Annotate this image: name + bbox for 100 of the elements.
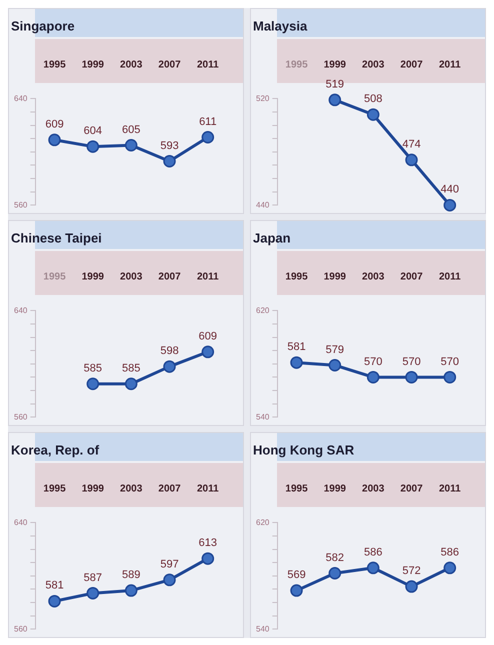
point (366, 370, 380, 384)
point (163, 360, 176, 373)
data-label: 593 (160, 140, 179, 152)
point (290, 356, 303, 369)
point (444, 562, 456, 574)
x-tick-label: 2007 (400, 59, 424, 70)
point (444, 198, 456, 212)
point (366, 562, 380, 574)
point (405, 154, 418, 166)
data-label: 474 (402, 138, 421, 150)
chart-title: Korea, Rep. of (11, 442, 100, 458)
x-tick-label: 1999 (82, 483, 104, 494)
x-tick-label: 2011 (438, 483, 462, 494)
chart-title: Chinese Taipei (11, 230, 102, 246)
y-tick-label: 640 (14, 306, 28, 315)
data-label: 605 (122, 124, 140, 136)
x-tick-label: 1999 (324, 271, 346, 282)
x-tick-label: 2007 (158, 271, 182, 282)
data-label: 586 (440, 546, 460, 558)
data-label: 609 (198, 330, 218, 342)
data-label: 613 (198, 537, 218, 550)
point (48, 134, 61, 146)
data-label: 598 (160, 345, 179, 358)
x-tick-label: 1999 (82, 59, 104, 70)
chart-title: Malaysia (253, 18, 308, 34)
point (405, 370, 418, 384)
x-tick-label: 1995 (285, 483, 308, 494)
x-tick-label: 2011 (196, 483, 220, 494)
x-tick-label: 2011 (438, 59, 462, 70)
x-tick-label: 1999 (324, 59, 346, 70)
x-tick-label: 2011 (438, 271, 462, 282)
point (124, 584, 138, 597)
y-tick-label: 560 (14, 624, 28, 634)
point (202, 130, 214, 144)
point (202, 346, 214, 358)
y-tick-label: 620 (256, 306, 270, 315)
data-label: 585 (122, 362, 140, 374)
data-label: 579 (326, 344, 344, 356)
x-tick-label: 1995 (285, 59, 308, 70)
data-label: 570 (364, 356, 382, 368)
y-tick-label: 640 (14, 518, 28, 527)
data-label: 611 (199, 116, 217, 128)
data-label: 587 (84, 572, 102, 584)
chart-title: Singapore (11, 18, 75, 34)
data-label: 570 (440, 356, 460, 368)
x-tick-label: 1995 (43, 483, 66, 494)
x-tick-label: 2003 (120, 483, 143, 494)
x-tick-label: 2003 (120, 271, 143, 282)
chart-title: Hong Kong SAR (253, 442, 355, 458)
data-label: 440 (440, 184, 460, 196)
point (163, 154, 176, 168)
y-tick-label: 540 (256, 624, 270, 634)
data-label: 585 (84, 362, 102, 374)
x-tick-label: 1999 (82, 271, 104, 282)
data-label: 581 (45, 580, 64, 592)
x-tick-label: 2007 (400, 483, 424, 494)
data-label: 604 (84, 125, 102, 138)
point (405, 580, 418, 593)
x-tick-label: 2007 (158, 59, 182, 70)
data-label: 609 (45, 118, 64, 130)
x-tick-label: 2003 (120, 59, 143, 70)
x-tick-label: 2003 (362, 483, 385, 494)
x-tick-label: 2011 (196, 59, 220, 70)
point (163, 574, 176, 586)
data-label: 581 (287, 341, 306, 354)
data-label: 572 (402, 565, 421, 578)
point (366, 108, 380, 121)
y-tick-label: 560 (14, 412, 28, 422)
x-tick-label: 2007 (400, 271, 424, 282)
data-label: 508 (364, 93, 382, 106)
data-label: 570 (402, 356, 421, 368)
data-label: 582 (326, 552, 344, 564)
x-tick-label: 1995 (43, 59, 66, 70)
x-tick-label: 1999 (324, 483, 346, 494)
point (328, 94, 342, 106)
x-tick-label: 2003 (362, 59, 385, 70)
point (328, 566, 342, 580)
x-tick-label: 2011 (196, 271, 220, 282)
data-label: 589 (122, 569, 140, 582)
y-tick-label: 520 (256, 94, 270, 103)
point (124, 378, 138, 390)
y-tick-label: 620 (256, 518, 270, 527)
y-tick-label: 560 (14, 200, 28, 210)
data-label: 519 (326, 78, 344, 90)
data-label: 597 (160, 558, 179, 570)
data-label: 586 (364, 546, 382, 558)
x-tick-label: 1995 (43, 271, 66, 282)
data-label: 569 (287, 569, 306, 582)
y-tick-label: 640 (14, 94, 28, 103)
point (444, 370, 456, 384)
y-tick-label: 440 (256, 200, 270, 210)
point (202, 552, 214, 565)
point (86, 586, 100, 600)
chart-title: Japan (253, 230, 291, 246)
x-tick-label: 2003 (362, 271, 385, 282)
point (48, 594, 61, 608)
x-tick-label: 1995 (285, 271, 308, 282)
point (328, 358, 342, 372)
x-tick-label: 2007 (158, 483, 182, 494)
point (124, 138, 138, 152)
